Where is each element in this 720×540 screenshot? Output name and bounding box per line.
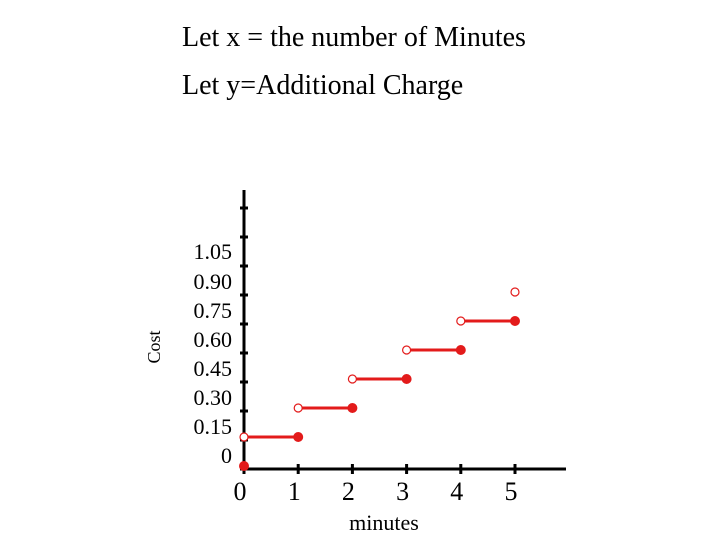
x-tick-label: 2: [342, 477, 355, 506]
y-tick-label: 0.75: [194, 298, 233, 323]
y-axis-title: Cost: [144, 330, 164, 363]
y-tick-label: 0.60: [194, 327, 233, 352]
y-tick-label: 0: [221, 443, 232, 468]
y-tick-label: 0.45: [194, 356, 233, 381]
x-tick-label: 5: [505, 477, 518, 506]
y-tick-label: 1.05: [194, 239, 233, 264]
x-axis-title: minutes: [349, 510, 419, 535]
open-endpoint: [402, 345, 412, 355]
y-tick-label: 0.30: [194, 385, 233, 410]
closed-endpoint: [293, 432, 304, 442]
x-tick-label: 1: [288, 477, 301, 506]
open-endpoint: [347, 374, 357, 384]
x-tick-label: 4: [450, 477, 463, 506]
closed-endpoint: [455, 345, 466, 355]
y-tick-label: 0.90: [194, 269, 233, 294]
open-endpoint: [510, 287, 520, 297]
x-tick-label: 3: [396, 477, 409, 506]
closed-endpoint: [347, 403, 358, 413]
closed-endpoint: [401, 374, 412, 384]
chart-title-line-1: Let x = the number of Minutes: [182, 22, 526, 53]
open-endpoint: [293, 403, 303, 413]
open-endpoint: [239, 432, 249, 442]
open-endpoint: [456, 316, 466, 326]
closed-endpoint: [510, 316, 520, 326]
y-tick-label: 0.15: [194, 414, 233, 439]
x-tick-label: 0: [234, 477, 247, 506]
chart-title-line-2: Let y=Additional Charge: [182, 70, 464, 101]
closed-endpoint: [239, 461, 249, 471]
